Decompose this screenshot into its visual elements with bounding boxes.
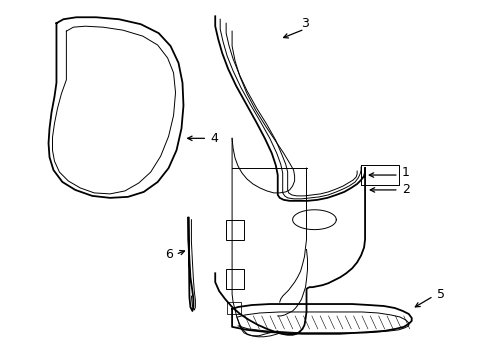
Bar — [226, 302, 241, 314]
Text: 3: 3 — [300, 17, 308, 30]
Text: 5: 5 — [436, 288, 444, 301]
Text: 2: 2 — [401, 184, 409, 197]
Text: 4: 4 — [210, 132, 218, 145]
Bar — [225, 269, 244, 289]
Text: 1: 1 — [401, 166, 409, 179]
Text: 6: 6 — [164, 248, 172, 261]
Bar — [225, 220, 244, 239]
